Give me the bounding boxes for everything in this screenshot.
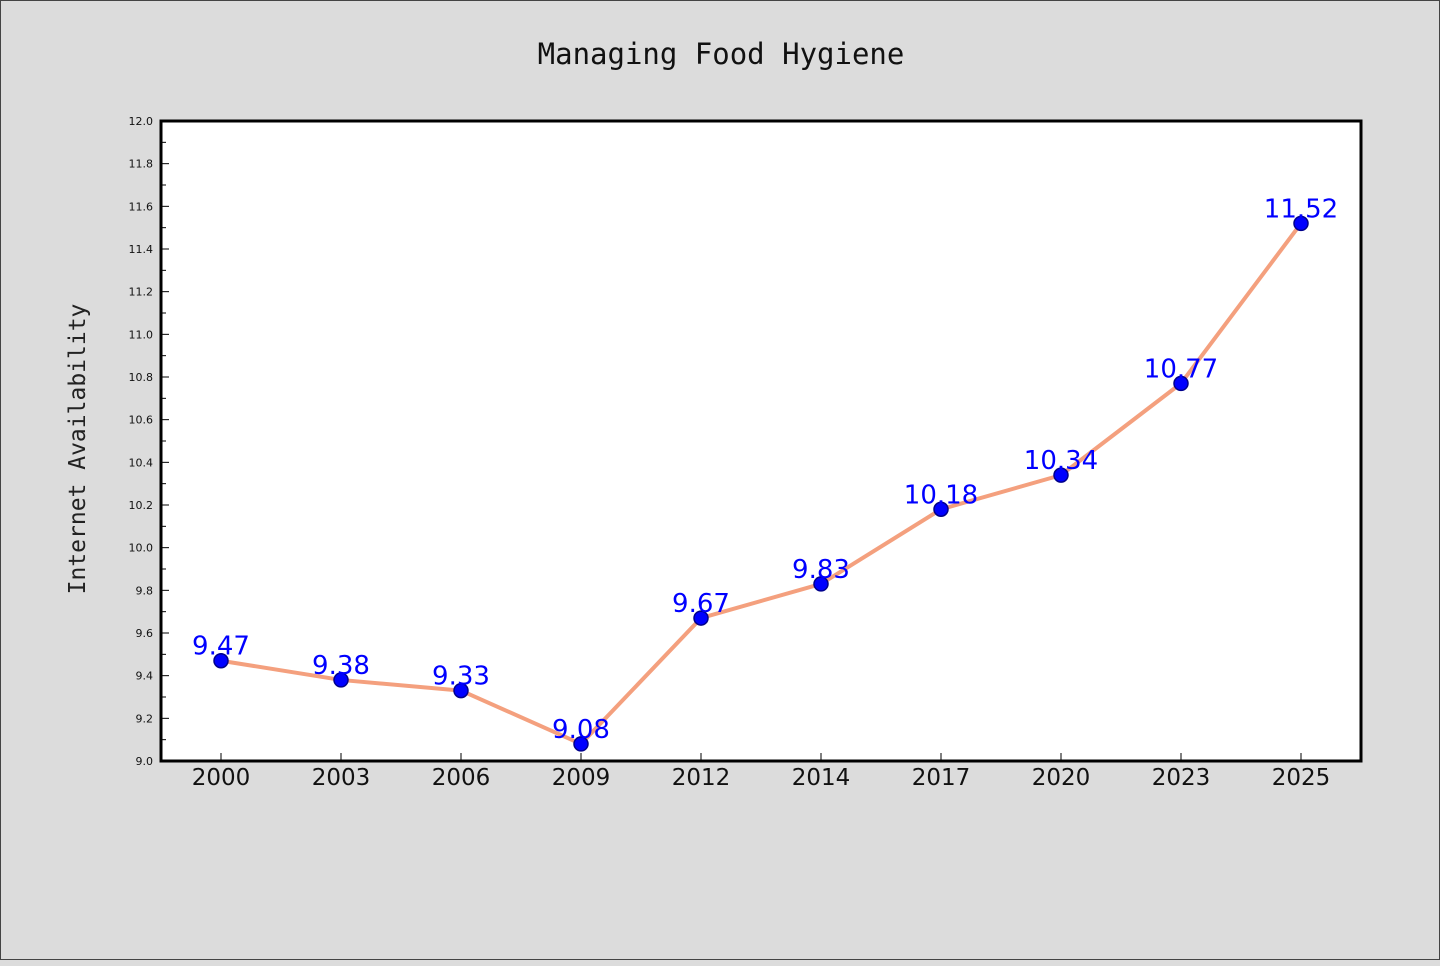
data-point (933, 501, 949, 518)
data-label: 9.47 (192, 632, 250, 662)
x-tick-label: 2017 (912, 765, 971, 791)
data-point (573, 736, 589, 752)
y-tick-label: 11.4 (129, 243, 154, 256)
plot-area (159, 119, 1363, 763)
y-tick-label: 9.8 (136, 584, 154, 597)
data-point (1293, 215, 1309, 232)
series-line (220, 222, 1303, 746)
data-label: 10.34 (1024, 446, 1098, 476)
data-point (1173, 375, 1189, 392)
data-point (1053, 467, 1069, 483)
x-tick-label: 2014 (792, 765, 851, 791)
data-series (213, 215, 1309, 752)
x-tick-label: 2020 (1032, 765, 1091, 791)
y-axis: 9.0 9.2 9.4 9.6 9.8 10.0 10.2 10.4 10.6 10.8 11.0 1… (129, 115, 169, 768)
x-tick-label: 2023 (1152, 765, 1211, 791)
data-label: 11.52 (1264, 194, 1338, 224)
y-tick-label: 11.0 (129, 328, 154, 341)
data-point (693, 610, 709, 626)
y-tick-label: 10.6 (129, 414, 154, 427)
data-label: 9.33 (432, 662, 490, 692)
data-label: 9.67 (672, 589, 730, 619)
data-point (333, 672, 349, 688)
data-label: 9.08 (552, 715, 610, 745)
data-label: 10.18 (904, 480, 978, 510)
x-tick-label: 2000 (192, 765, 251, 791)
x-tick-label: 2009 (552, 765, 611, 791)
y-tick-label: 11.8 (129, 158, 154, 171)
y-tick-label: 10.4 (129, 456, 154, 469)
data-label: 10.77 (1144, 354, 1218, 384)
y-tick-label: 12.0 (129, 115, 154, 128)
x-axis: 2000 2003 2006 2009 2012 2014 2017 2020 2023 2025 (192, 753, 1331, 791)
data-point (453, 682, 469, 699)
data-label: 9.83 (792, 555, 850, 585)
y-axis-label: Internet Availability (65, 304, 91, 595)
y-tick-label: 10.0 (129, 542, 154, 555)
x-tick-label: 2012 (672, 765, 731, 791)
x-tick-label: 2025 (1272, 765, 1331, 791)
y-tick-label: 9.6 (136, 627, 154, 640)
y-tick-label: 10.8 (129, 371, 154, 384)
data-point (213, 652, 229, 669)
y-tick-label: 11.6 (129, 200, 154, 213)
y-tick-label: 10.2 (129, 499, 154, 512)
y-tick-label: 9.2 (136, 712, 154, 725)
chart-title: Managing Food Hygiene (538, 37, 905, 71)
x-tick-label: 2003 (312, 765, 371, 791)
y-tick-label: 9.0 (136, 755, 154, 768)
data-labels: 9.47 9.38 9.33 9.08 9.67 9.83 10.18 10.34 10.77 1… (192, 194, 1338, 745)
y-tick-label: 11.2 (129, 286, 154, 299)
y-tick-label: 9.4 (136, 670, 154, 683)
data-point (813, 576, 829, 592)
x-tick-label: 2006 (432, 765, 491, 791)
data-label: 9.38 (312, 651, 370, 681)
